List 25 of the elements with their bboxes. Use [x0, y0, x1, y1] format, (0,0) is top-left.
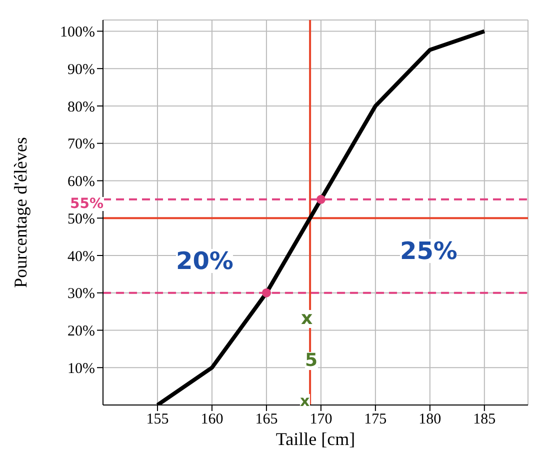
annotation: 25%: [400, 237, 458, 265]
y-tick-label: 40%: [68, 248, 95, 265]
x-tick-label: 155: [146, 412, 169, 428]
x-tick-label: 170: [310, 412, 332, 428]
y-axis-title: Pourcentage d'élèves: [10, 137, 30, 288]
y-tick-label: 10%: [68, 360, 95, 377]
y-tick-label: 90%: [68, 62, 95, 78]
annotation: 20%: [176, 247, 234, 275]
y-tick-label: 60%: [68, 174, 95, 190]
y-tick-label: 30%: [68, 286, 95, 302]
annotation: 5: [305, 350, 318, 371]
x-tick-label: 160: [200, 412, 224, 428]
y-tick-label: 100%: [60, 24, 95, 41]
x-tick-label: 180: [418, 412, 442, 428]
x-axis-title: Taille [cm]: [276, 429, 356, 449]
x-tick-label: 175: [364, 412, 387, 428]
y-tick-label: 20%: [68, 324, 95, 340]
annotation: x: [301, 308, 313, 329]
y-tick-label: 50%: [68, 211, 95, 228]
x-tick-label: 185: [473, 412, 496, 428]
x-tick-label: 165: [255, 412, 278, 428]
y-tick-label: 70%: [68, 136, 95, 153]
annotation: x: [300, 392, 310, 410]
annotation: 55%: [70, 196, 104, 212]
y-tick-label: 80%: [68, 99, 95, 116]
